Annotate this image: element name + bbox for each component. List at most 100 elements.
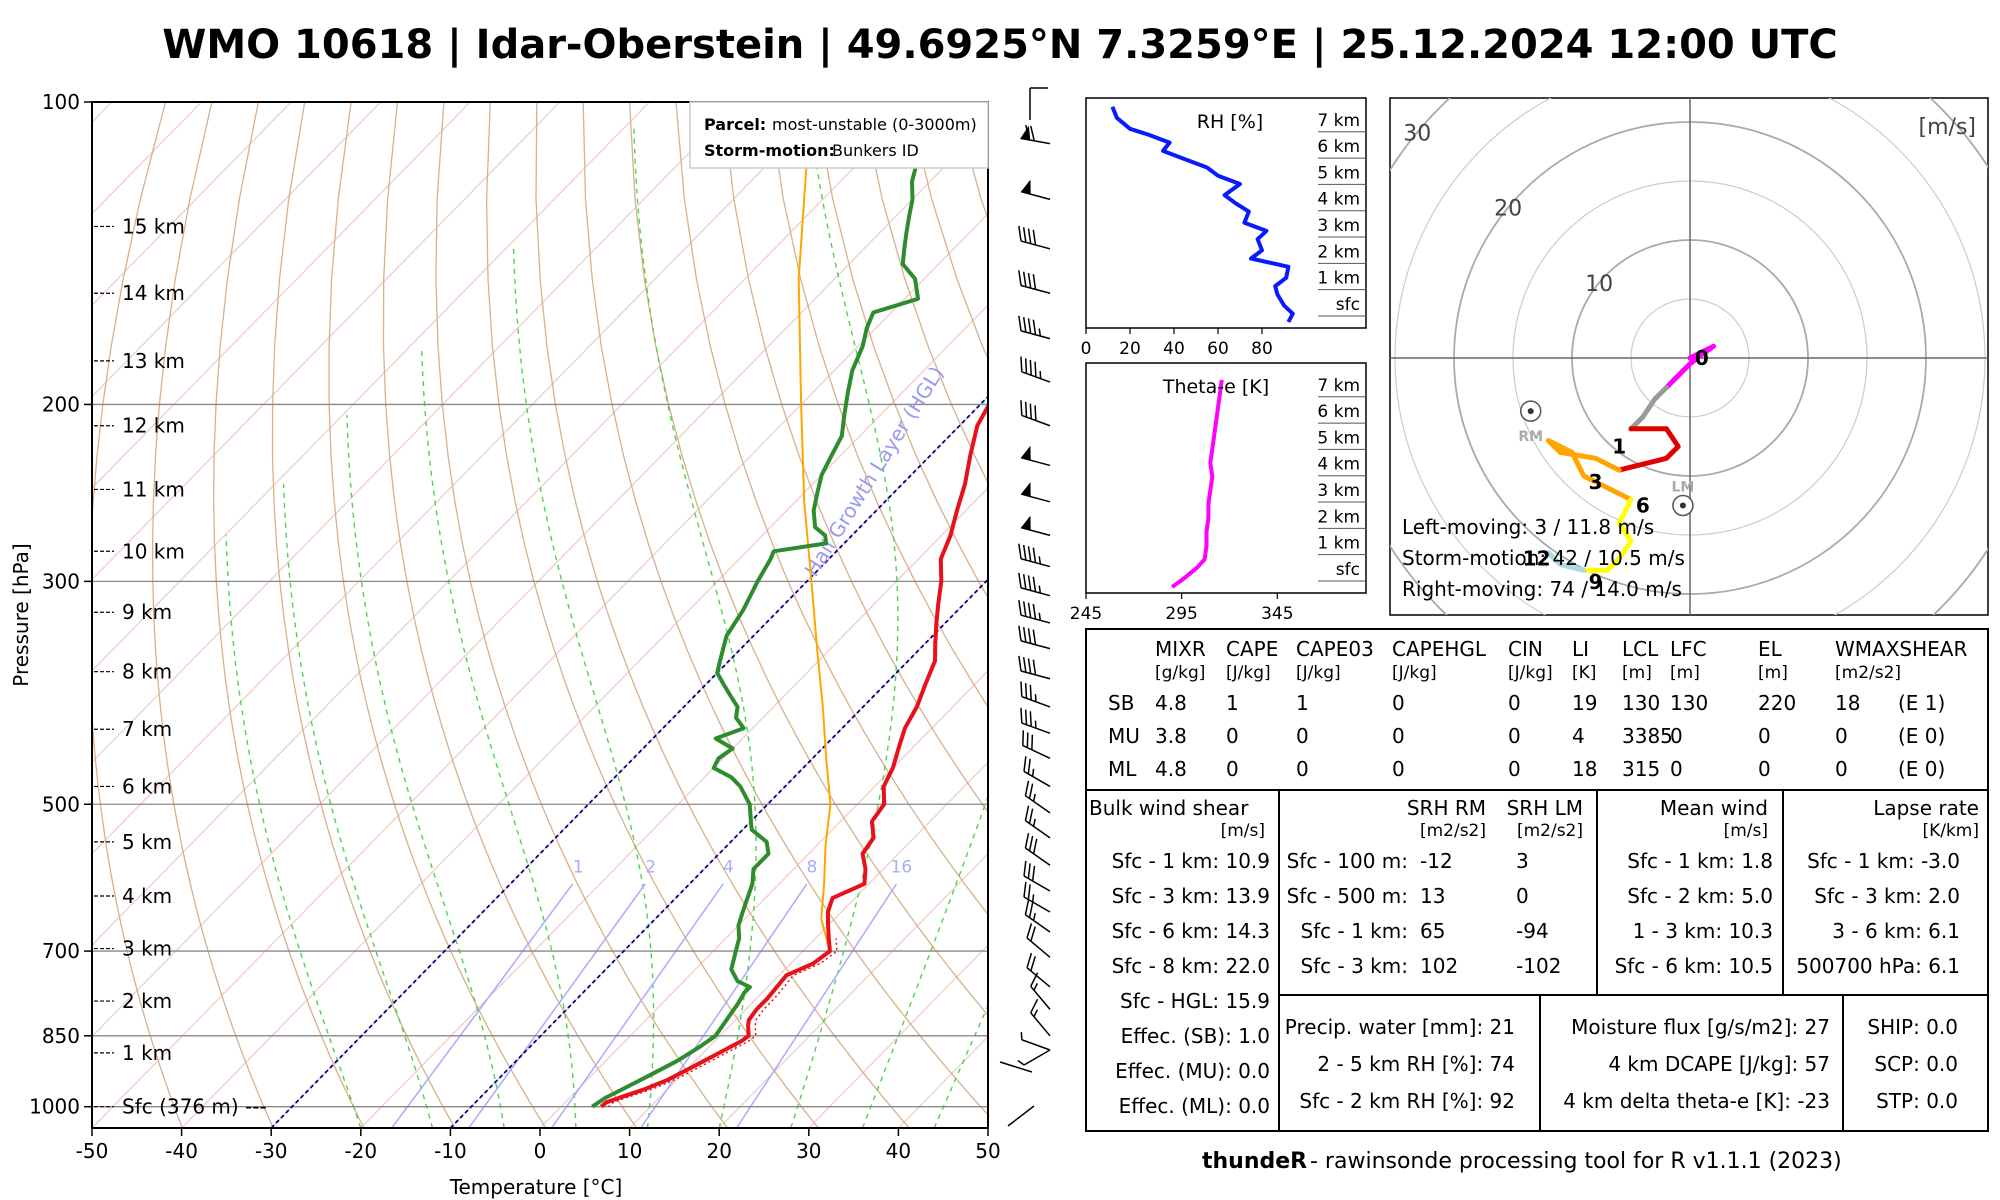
barb-flag (1032, 547, 1037, 563)
mixing-ratio-label: 16 (891, 857, 913, 877)
param-unit: [m] (1758, 663, 1788, 683)
barb-flag (1022, 316, 1027, 333)
dry-adiabat-line (485, 102, 819, 1128)
hodo-height-label: 9 (1589, 570, 1603, 594)
x-tick-label: -10 (434, 1139, 467, 1163)
height-label: 1 km (122, 1041, 172, 1065)
x-tick-label: -50 (76, 1139, 109, 1163)
barb-half-flag (1031, 894, 1035, 903)
param-cell: (E 1) (1898, 691, 1945, 715)
barb-half-flag (1032, 912, 1036, 921)
thetae-panel: sfc 1 km 2 km 3 km 4 km 5 km 6 km 7 km 245 295 345… (1070, 362, 1367, 624)
srh-rm-value: 102 (1420, 954, 1458, 978)
param-unit: [g/kg] (1155, 663, 1205, 683)
hodo-height-label: 12 (1523, 547, 1551, 571)
height-label: 12 km (122, 414, 185, 438)
height-label: 3 km (1317, 481, 1360, 501)
hodo-segment (1581, 497, 1634, 573)
storm-marker-dot (1527, 408, 1534, 415)
barb-shaft (1020, 137, 1051, 145)
barb-flag (1026, 952, 1033, 968)
bulk-shear-row: Sfc - 8 km: 22.0 (1112, 954, 1270, 978)
wind-barb (1024, 832, 1051, 866)
param-unit: [J/kg] (1226, 663, 1271, 683)
skewt-frame (91, 101, 989, 1129)
barb-flag (1023, 860, 1027, 877)
barb-half-flag (1034, 694, 1037, 702)
barb-flag (1028, 783, 1034, 799)
barb-flag (1032, 576, 1037, 592)
param-cell: 4.8 (1155, 691, 1187, 715)
barb-shaft (1020, 614, 1051, 624)
y-tick-label: 100 (42, 90, 80, 114)
lapse-rate-unit: [K/km] (1922, 821, 1979, 841)
mean-wind-row: Sfc - 2 km: 5.0 (1627, 884, 1773, 908)
barb-flag (1034, 361, 1037, 377)
skewt-legend: Parcel: most-unstable (0-3000m) Storm-mo… (689, 101, 989, 169)
y-tick-label: 700 (42, 939, 80, 963)
barb-flag (1022, 271, 1027, 287)
barb-flag (1032, 319, 1037, 335)
barb-flag (1027, 863, 1031, 879)
barb-flag (1027, 602, 1032, 618)
wind-barb (1024, 899, 1051, 933)
barb-shaft (1020, 456, 1051, 467)
srh-rm-value: 13 (1420, 884, 1445, 908)
temperature-line (599, 399, 988, 1109)
barb-half-flag (1031, 768, 1035, 777)
wind-barb (1023, 860, 1051, 892)
x-tick-label: 50 (975, 1139, 1000, 1163)
param-cell: (E 0) (1898, 757, 1945, 781)
barb-half-flag (1039, 371, 1042, 379)
barb-shaft (1020, 526, 1051, 537)
skewt-xlabel: Temperature [°C] (449, 1175, 623, 1199)
barb-flag (1027, 884, 1031, 900)
figure-title: WMO 10618 | Idar-Oberstein | 49.6925°N 7… (162, 22, 1838, 69)
param-unit: [m2/s2] (1835, 663, 1901, 683)
mixing-ratio-label: 2 (645, 857, 656, 877)
height-label: 7 km (122, 717, 172, 741)
param-cell: 130 (1670, 691, 1708, 715)
barb-flag (1027, 575, 1032, 591)
wind-barb (1020, 445, 1051, 467)
x-tick-label: 0 (1081, 339, 1092, 359)
barb-half-flag (1038, 328, 1042, 337)
param-unit: [m] (1622, 663, 1652, 683)
moisture-row: 2 - 5 km RH [%]: 74 (1317, 1052, 1515, 1076)
barb-flag (1028, 808, 1034, 824)
barb-flag (1031, 734, 1034, 750)
param-cell: 3.8 (1155, 724, 1187, 748)
hodo-height-label: 0 (1695, 346, 1709, 370)
srh-rm-value: 65 (1420, 919, 1445, 943)
storm-marker-label: RM (1518, 429, 1543, 445)
lapse-rate-row: 500700 hPa: 6.1 (1796, 954, 1960, 978)
legend-storm-key: Storm-motion: (704, 141, 835, 160)
moist-adiabat-line (225, 535, 362, 1128)
barb-half-flag (1033, 1009, 1039, 1017)
isotherm-line (92, 102, 561, 581)
dry-adiabat-line (435, 102, 728, 1128)
wind-barb (1026, 952, 1051, 988)
hodo-segment (1616, 426, 1681, 473)
param-cell: 4.8 (1155, 757, 1187, 781)
isotherm-line (92, 102, 740, 764)
barb-flag (1018, 572, 1022, 589)
wind-barb (1018, 315, 1051, 340)
wind-barb (1022, 730, 1051, 759)
bulk-shear-row: Sfc - HGL: 15.9 (1120, 989, 1270, 1013)
barb-flag (1024, 899, 1030, 915)
bulk-shear-title: Bulk wind shear (1089, 796, 1249, 820)
legend-box (689, 101, 989, 169)
lapse-rate-row: 3 - 6 km: 6.1 (1832, 919, 1960, 943)
param-cell: (E 0) (1898, 724, 1945, 748)
param-cell: 0 (1392, 691, 1405, 715)
hodo-segment (1663, 343, 1717, 390)
x-tick-label: 60 (1207, 339, 1229, 359)
barb-pennant (1021, 179, 1031, 195)
barb-flag (1023, 881, 1027, 898)
mixing-ratio-label: 4 (723, 857, 734, 877)
barb-shaft (1020, 493, 1051, 503)
isotherm-line (92, 102, 471, 489)
